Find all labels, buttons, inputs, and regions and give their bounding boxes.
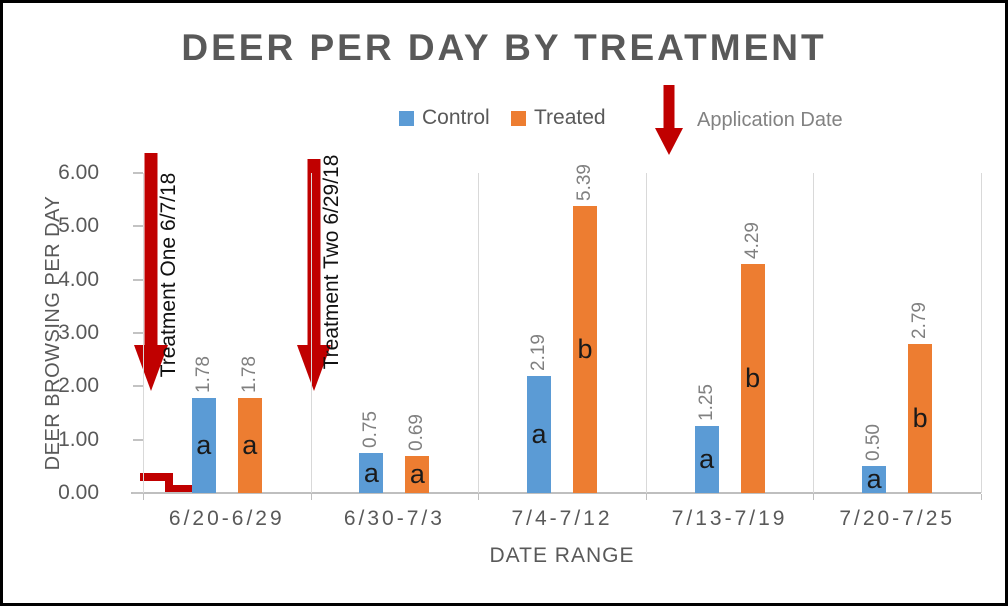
red-step-line-segment (165, 485, 196, 493)
x-tick-label: 7/13-7/19 (671, 507, 788, 530)
y-tick-label: 5.00 (58, 214, 99, 238)
x-tick-label: 6/20-6/29 (168, 507, 285, 530)
y-tick-label: 6.00 (58, 161, 99, 184)
bar-value-label: 0.50 (863, 424, 885, 462)
significance-letter: a (196, 430, 212, 461)
x-axis-tick (143, 494, 144, 500)
y-axis-tick (133, 225, 143, 228)
bar-control: a (862, 464, 887, 495)
significance-letter: a (409, 459, 425, 490)
legend-label-control: Control (422, 106, 490, 129)
significance-letter: b (577, 333, 593, 364)
y-axis-tick (133, 332, 143, 334)
legend-item-treated: Treated (511, 106, 606, 130)
treatment-one-arrow-icon (134, 153, 168, 391)
x-axis-tick (645, 494, 647, 500)
y-tick-label: 4.00 (58, 267, 99, 291)
control-swatch-icon (399, 110, 414, 126)
application-date-arrow-icon (655, 85, 683, 155)
significance-letter: a (699, 444, 715, 475)
treatment-one-label: Treatment One 6/7/18 (157, 172, 180, 378)
legend-label-treated: Treated (534, 106, 606, 129)
legend-item-control: Control (399, 106, 490, 130)
x-axis-tick (310, 494, 312, 500)
category-separator-line (981, 173, 982, 493)
bar-control: a (191, 398, 216, 493)
bar-control: a (694, 426, 719, 493)
category-separator-line (813, 173, 815, 493)
x-axis-tick (813, 494, 815, 500)
bar-control: a (527, 376, 551, 493)
bar-value-label: 2.79 (909, 302, 931, 340)
significance-letter: b (912, 403, 928, 434)
bar-value-label: 5.39 (574, 163, 595, 201)
bar-treated: b (573, 205, 597, 493)
red-step-line-segment (165, 473, 173, 493)
significance-letter: a (866, 464, 882, 495)
y-tick-label: 2.00 (58, 374, 99, 398)
category-separator-line (310, 173, 312, 493)
significance-letter: a (242, 430, 258, 461)
bar-treated: b (740, 264, 765, 493)
chart-title: DEER PER DAY BY TREATMENT (181, 27, 827, 68)
bar-treated: a (237, 398, 262, 493)
bar-value-label: 1.25 (695, 384, 717, 422)
x-tick-label: 7/4-7/12 (511, 507, 613, 530)
treatment-two-label: Treatment Two 6/29/18 (320, 154, 343, 370)
bar-treated: b (908, 344, 933, 493)
significance-letter: a (531, 419, 547, 450)
y-tick-label: 0.00 (58, 481, 99, 504)
y-axis-tick (133, 278, 143, 281)
bar-control: a (359, 453, 384, 493)
category-separator-line (143, 173, 144, 493)
y-tick-label: 3.00 (58, 321, 99, 344)
application-date-label: Application Date (697, 109, 843, 131)
x-axis-tick (478, 494, 480, 500)
y-axis-tick (133, 438, 143, 441)
significance-letter: b (745, 363, 761, 394)
x-axis-tick (981, 494, 982, 500)
y-tick-label: 1.00 (58, 427, 99, 451)
bar-value-label: 0.69 (406, 414, 428, 452)
y-axis-tick (133, 492, 143, 494)
y-axis-tick (133, 385, 143, 388)
bar-value-label: 2.19 (528, 334, 549, 372)
bar-value-label: 1.78 (192, 356, 214, 394)
red-step-line-segment (140, 473, 173, 481)
bar-treated: a (405, 456, 430, 493)
x-axis-title: DATE RANGE (489, 544, 635, 567)
y-axis-tick (133, 172, 143, 174)
category-separator-line (645, 173, 647, 493)
x-tick-label: 6/30-7/3 (343, 507, 445, 530)
bar-value-label: 1.78 (238, 356, 260, 394)
bar-value-label: 0.75 (360, 411, 382, 448)
treated-swatch-icon (511, 110, 526, 126)
x-axis-line (131, 492, 981, 494)
x-tick-label: 7/20-7/25 (839, 507, 956, 530)
category-separator-line (478, 173, 480, 493)
bar-value-label: 4.29 (741, 222, 763, 260)
significance-letter: a (363, 457, 379, 488)
